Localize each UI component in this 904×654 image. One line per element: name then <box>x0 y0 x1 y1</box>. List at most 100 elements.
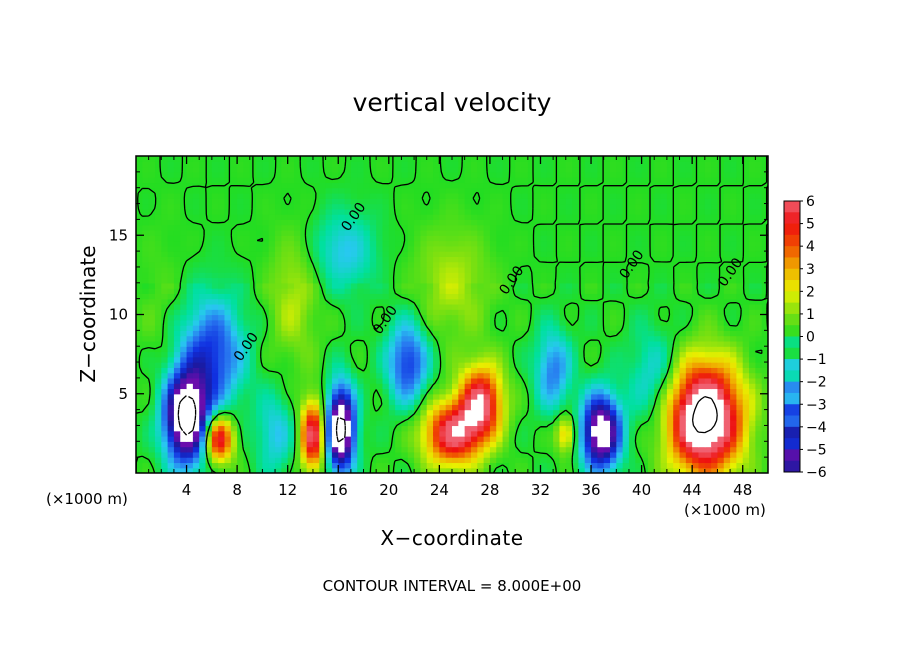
heat-cell <box>173 256 181 263</box>
heat-cell <box>262 245 270 252</box>
heat-cell <box>723 266 731 273</box>
heat-cell <box>673 229 681 236</box>
heat-cell <box>401 351 409 358</box>
heat-cell <box>445 404 453 411</box>
heat-cell <box>426 288 434 294</box>
heat-cell <box>369 425 377 432</box>
heat-cell <box>300 409 308 416</box>
heat-cell <box>199 208 207 215</box>
heat-cell <box>192 298 200 305</box>
heat-cell <box>717 446 725 453</box>
heat-cell <box>692 325 700 331</box>
heat-cell <box>616 372 624 379</box>
heat-cell <box>755 245 763 252</box>
heat-cell <box>211 388 219 395</box>
heat-cell <box>603 319 611 326</box>
heat-cell <box>186 272 194 279</box>
heat-cell <box>704 404 712 411</box>
heat-cell <box>502 303 510 310</box>
heat-cell <box>211 404 219 411</box>
heat-cell <box>199 340 207 347</box>
heat-cell <box>439 219 447 226</box>
heat-cell <box>679 251 687 257</box>
heat-cell <box>711 330 719 337</box>
heat-cell <box>698 388 706 395</box>
heat-cell <box>281 340 289 347</box>
heat-cell <box>420 314 428 321</box>
heat-cell <box>224 346 232 353</box>
heat-cell <box>635 309 643 316</box>
heat-cell <box>749 240 756 247</box>
heat-cell <box>420 288 428 294</box>
heat-cell <box>458 208 466 215</box>
heat-cell <box>496 319 504 326</box>
heat-cell <box>363 245 371 252</box>
heat-cell <box>584 451 592 458</box>
heat-cell <box>249 240 257 247</box>
heat-cell <box>439 261 447 268</box>
heat-cell <box>660 330 668 337</box>
heat-cell <box>344 346 352 353</box>
heat-cell <box>319 346 327 353</box>
heat-cell <box>173 219 181 226</box>
heat-cell <box>635 436 643 442</box>
heat-cell <box>717 351 725 358</box>
heat-cell <box>546 335 554 342</box>
heat-cell <box>199 383 207 390</box>
heat-cell <box>186 430 194 437</box>
heat-cell <box>350 430 358 437</box>
heat-cell <box>401 467 409 473</box>
heat-cell <box>692 314 700 321</box>
heat-cell <box>496 335 504 342</box>
heat-cell <box>180 245 188 252</box>
heat-cell <box>382 288 390 294</box>
heat-cell <box>616 251 624 257</box>
heat-cell <box>325 451 333 458</box>
heat-cell <box>553 446 561 453</box>
heat-cell <box>256 399 263 405</box>
heat-cell <box>685 214 693 220</box>
heat-cell <box>312 340 320 347</box>
heat-cell <box>249 335 257 342</box>
heat-cell <box>312 372 320 379</box>
heat-cell <box>268 393 276 400</box>
heat-cell <box>287 377 295 384</box>
heat-cell <box>319 319 327 326</box>
heat-cell <box>685 261 693 268</box>
heat-cell <box>325 393 333 400</box>
heat-cell <box>161 309 169 316</box>
heat-cell <box>376 277 384 284</box>
heat-cell <box>654 261 662 268</box>
heat-cell <box>382 399 390 405</box>
heat-cell <box>211 298 219 305</box>
heat-cell <box>717 425 725 432</box>
heat-cell <box>300 240 308 247</box>
heat-cell <box>761 272 768 279</box>
heat-cell <box>464 224 472 231</box>
heat-cell <box>502 356 510 363</box>
heat-cell <box>357 208 365 215</box>
heat-cell <box>224 251 232 257</box>
heat-cell <box>186 446 194 453</box>
heat-cell <box>211 399 219 405</box>
heat-cell <box>180 367 188 374</box>
heat-cell <box>540 404 548 411</box>
heat-cell <box>723 335 731 342</box>
heat-cell <box>521 409 529 416</box>
heat-cell <box>218 446 226 453</box>
heat-cell <box>420 256 428 263</box>
heat-cell <box>666 335 674 342</box>
heat-cell <box>148 367 156 374</box>
heat-cell <box>357 224 365 231</box>
heat-cell <box>546 377 554 384</box>
heat-cell <box>256 325 263 331</box>
heat-cell <box>502 224 510 231</box>
heat-cell <box>616 441 624 448</box>
heat-cell <box>591 303 598 310</box>
heat-cell <box>616 399 624 405</box>
heat-cell <box>136 266 143 273</box>
heat-cell <box>704 245 712 252</box>
heat-cell <box>540 235 548 242</box>
heat-cell <box>192 425 200 432</box>
heat-cell <box>350 451 358 458</box>
